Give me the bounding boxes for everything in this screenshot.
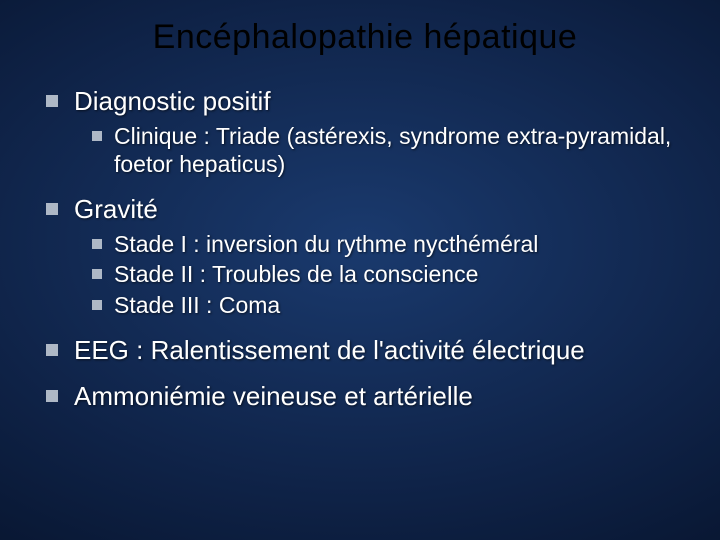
lvl2-text: Stade III : Coma (114, 291, 690, 320)
lvl1-text: Gravité (74, 193, 690, 226)
section-gravite: Gravité Stade I : inversion du rythme ny… (40, 193, 690, 320)
section-eeg: EEG : Ralentissement de l'activité élect… (40, 334, 690, 413)
square-bullet-icon (46, 390, 58, 402)
square-bullet-icon (46, 95, 58, 107)
square-bullet-icon (92, 300, 102, 310)
lvl1-text: EEG : Ralentissement de l'activité élect… (74, 334, 690, 367)
square-bullet-icon (46, 203, 58, 215)
bullet-lvl1: EEG : Ralentissement de l'activité élect… (46, 334, 690, 367)
slide-title: Encéphalopathie hépatique (40, 18, 690, 57)
square-bullet-icon (92, 269, 102, 279)
lvl1-text: Ammoniémie veineuse et artérielle (74, 380, 690, 413)
square-bullet-icon (92, 131, 102, 141)
lvl2-text: Stade II : Troubles de la conscience (114, 260, 690, 289)
bullet-lvl1: Ammoniémie veineuse et artérielle (46, 380, 690, 413)
bullet-lvl1: Diagnostic positif (46, 85, 690, 118)
lvl2-text: Clinique : Triade (astérexis, syndrome e… (114, 122, 690, 180)
lvl1-text: Diagnostic positif (74, 85, 690, 118)
slide: Encéphalopathie hépatique Diagnostic pos… (0, 0, 720, 540)
bullet-lvl2: Stade III : Coma (92, 291, 690, 320)
bullet-lvl1: Gravité (46, 193, 690, 226)
bullet-lvl2: Stade II : Troubles de la conscience (92, 260, 690, 289)
square-bullet-icon (92, 239, 102, 249)
bullet-lvl2: Clinique : Triade (astérexis, syndrome e… (92, 122, 690, 180)
square-bullet-icon (46, 344, 58, 356)
section-diagnostic: Diagnostic positif Clinique : Triade (as… (40, 85, 690, 179)
lvl2-text: Stade I : inversion du rythme nycthéméra… (114, 230, 690, 259)
bullet-lvl2: Stade I : inversion du rythme nycthéméra… (92, 230, 690, 259)
